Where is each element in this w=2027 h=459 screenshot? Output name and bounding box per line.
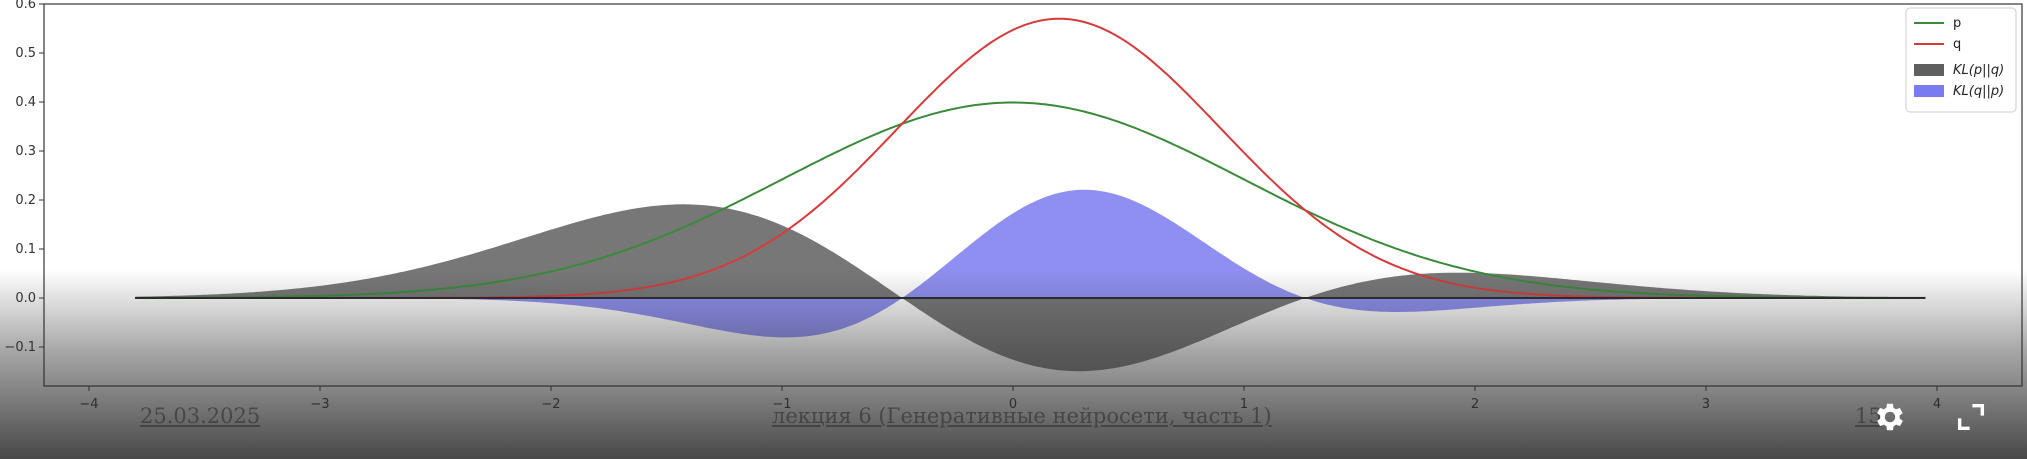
x-tick-label: −3 <box>310 397 329 412</box>
tick-group: −0.10.00.10.20.30.40.50.6−4 −3 −2 −1 0 1 2 3 4 <box>4 0 1941 412</box>
area-kl-p-q <box>135 204 1926 372</box>
y-tick-label: 0.0 <box>15 291 36 306</box>
x-tick-label: −2 <box>541 397 560 412</box>
legend-patch-swatch <box>1914 85 1944 97</box>
legend-label: p <box>1953 16 1961 31</box>
slide-footer-date: 25.03.2025 <box>140 404 261 428</box>
legend: pq KL(p||q) KL(q||p) <box>1905 7 2017 113</box>
x-tick-label: −4 <box>79 397 98 412</box>
legend-label: KL(p||q) <box>1953 63 2004 78</box>
y-tick-label: 0.6 <box>15 0 36 12</box>
slide-footer-title: лекция 6 (Генеративные нейросети, часть … <box>772 404 1272 428</box>
y-tick-label: −0.1 <box>4 340 36 355</box>
settings-button[interactable] <box>1868 395 1912 439</box>
y-tick-label: 0.2 <box>15 193 36 208</box>
gear-icon <box>1877 403 1903 431</box>
x-tick-label: 2 <box>1471 397 1479 412</box>
area-group <box>135 189 1926 372</box>
y-tick-label: 0.1 <box>15 242 36 257</box>
y-tick-label: 0.3 <box>15 144 36 159</box>
fullscreen-icon <box>1957 403 1985 431</box>
x-tick-label: 3 <box>1702 397 1710 412</box>
x-tick-label: 4 <box>1933 397 1941 412</box>
slide-footer-page: 15 <box>1855 404 1882 428</box>
legend-label: q <box>1953 37 1961 52</box>
legend-label: KL(q||p) <box>1953 84 2004 99</box>
y-tick-label: 0.5 <box>15 46 36 61</box>
fullscreen-button[interactable] <box>1949 395 1993 439</box>
y-tick-label: 0.4 <box>15 95 36 110</box>
legend-patch-swatch <box>1914 64 1944 76</box>
